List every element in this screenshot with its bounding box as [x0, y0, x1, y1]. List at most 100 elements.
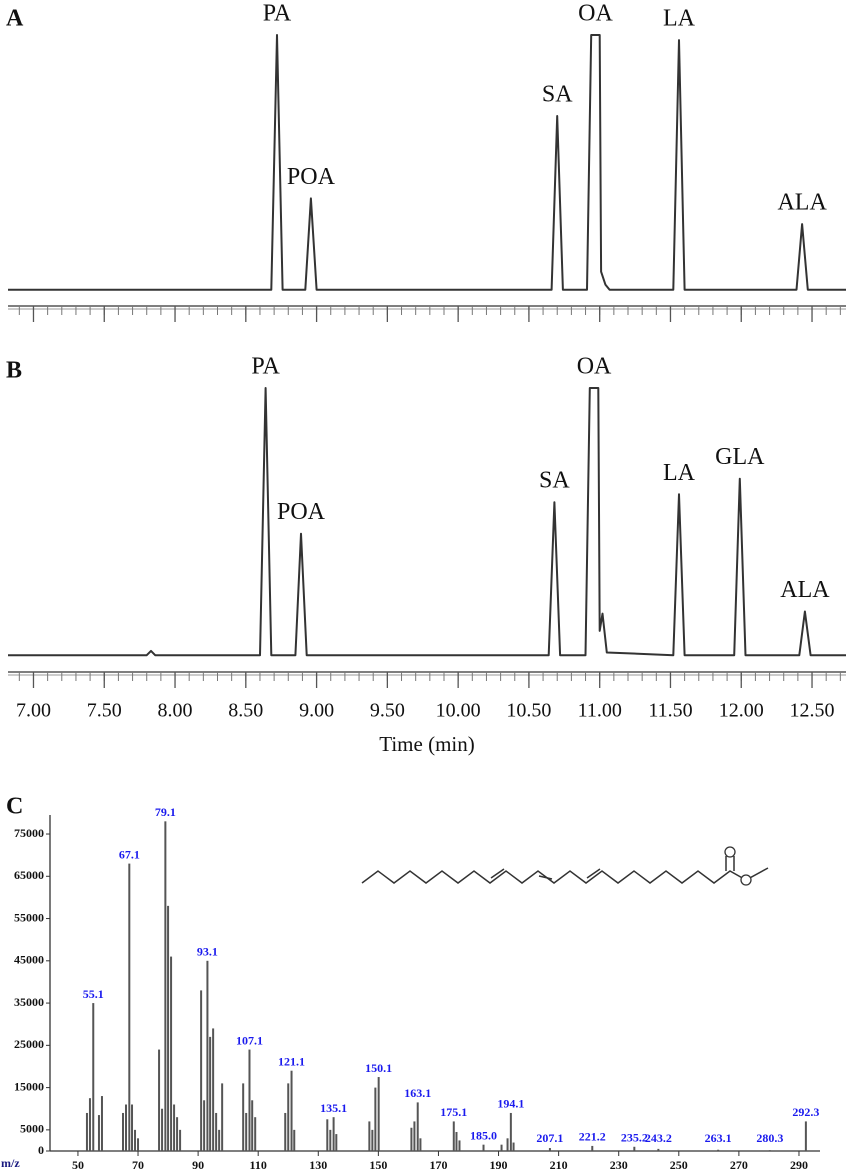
spectrum-peak [335, 1134, 338, 1151]
peak-label: ALA [777, 190, 827, 216]
peak-mz-label: 280.3 [756, 1131, 783, 1145]
y-tick-label: 0 [38, 1143, 44, 1157]
x-tick-label: 11.00 [578, 700, 622, 722]
spectrum-peak [251, 1100, 254, 1151]
peak-mz-label: 163.1 [404, 1086, 431, 1100]
peak-label: OA [577, 354, 612, 380]
peak-label: SA [542, 82, 573, 108]
spectrum-peak [416, 1102, 419, 1151]
x-tick-label: 7.50 [87, 700, 122, 722]
spectrum-peak [200, 990, 203, 1151]
peak-label: OA [578, 1, 613, 27]
y-tick-label: 55000 [14, 910, 44, 924]
x-tick-label: 9.00 [299, 700, 334, 722]
spectrum-peak [591, 1145, 594, 1151]
spectrum-peak [128, 863, 131, 1151]
peak-mz-label: 67.1 [119, 847, 140, 861]
peak-label: POA [287, 164, 336, 190]
spectrum-peak [88, 1098, 91, 1151]
x-tick-label: 8.50 [228, 700, 263, 722]
peak-mz-label: 121.1 [278, 1054, 305, 1068]
x-tick-label: 150 [369, 1158, 387, 1172]
peak-mz-label: 292.3 [792, 1105, 819, 1119]
spectrum-peak [287, 1083, 290, 1151]
spectrum-peak [293, 1129, 296, 1151]
spectrum-peak [137, 1138, 140, 1151]
spectrum-peak [326, 1119, 329, 1151]
spectrum-peak [203, 1100, 206, 1151]
x-tick-label: 8.00 [158, 700, 193, 722]
spectrum-peak [452, 1121, 455, 1151]
x-tick-label: 210 [550, 1158, 568, 1172]
peak-label: POA [277, 499, 326, 525]
x-tick-label: 7.00 [16, 700, 51, 722]
spectrum-peak [804, 1121, 807, 1151]
spectrum-peak [164, 821, 167, 1151]
y-tick-label: 45000 [14, 953, 44, 967]
spectrum-peak [221, 1083, 224, 1151]
spectrum-peak [500, 1144, 503, 1151]
spectrum-peak [176, 1117, 179, 1151]
peak-mz-label: 79.1 [155, 805, 176, 819]
peak-mz-label: 263.1 [705, 1131, 732, 1145]
peak-mz-label: 194.1 [497, 1097, 524, 1111]
x-tick-label: 9.50 [370, 700, 405, 722]
peak-label: LA [663, 460, 696, 486]
spectrum-peak [458, 1140, 461, 1151]
spectrum-peak [209, 1036, 212, 1151]
x-tick-label: 90 [192, 1158, 204, 1172]
spectrum-peak [212, 1028, 215, 1151]
chromatogram-trace [8, 387, 846, 657]
spectrum-peak [215, 1112, 218, 1151]
chromatogram-trace [8, 34, 846, 291]
spectrum-peak [167, 905, 170, 1151]
x-axis-title: m/z [1, 1156, 20, 1170]
spectrum-peak [248, 1049, 251, 1151]
x-tick-label: 130 [309, 1158, 327, 1172]
peak-label: LA [663, 6, 696, 32]
panel-letter: A [6, 6, 24, 32]
spectrum-peak [506, 1138, 509, 1151]
spectrum-peak [92, 1003, 95, 1151]
panel-letter: C [6, 794, 23, 820]
peak-mz-label: 55.1 [83, 987, 104, 1001]
x-tick-label: 230 [610, 1158, 628, 1172]
peak-mz-label: 150.1 [365, 1061, 392, 1075]
x-tick-label: 12.50 [790, 700, 835, 722]
peak-label: PA [263, 1, 292, 27]
spectrum-peak [512, 1142, 515, 1151]
spectrum-peak [173, 1104, 176, 1151]
spectrum-peak [633, 1146, 636, 1151]
spectrum-peak [170, 956, 173, 1151]
spectrum-peak [717, 1149, 720, 1151]
spectrum-peak [768, 1150, 771, 1151]
spectrum-peak [548, 1148, 551, 1151]
x-tick-label: 11.50 [648, 700, 692, 722]
spectrum-peak [206, 960, 209, 1151]
spectrum-peak [371, 1129, 374, 1151]
peak-mz-label: 135.1 [320, 1101, 347, 1115]
spectrum-peak [131, 1104, 134, 1151]
x-tick-label: 10.50 [506, 700, 551, 722]
panel-letter: B [6, 358, 22, 384]
y-tick-label: 35000 [14, 995, 44, 1009]
y-tick-label: 75000 [14, 826, 44, 840]
x-tick-label: 170 [429, 1158, 447, 1172]
peak-mz-label: 207.1 [536, 1131, 563, 1145]
spectrum-peak [245, 1112, 248, 1151]
spectrum-peak [657, 1148, 660, 1151]
x-tick-label: 270 [730, 1158, 748, 1172]
x-axis-title: Time (min) [379, 732, 474, 756]
spectrum-peak [218, 1129, 221, 1151]
peak-mz-label: 107.1 [236, 1033, 263, 1047]
x-tick-label: 50 [72, 1158, 84, 1172]
y-tick-label: 5000 [20, 1122, 44, 1136]
x-tick-label: 190 [490, 1158, 508, 1172]
y-tick-label: 15000 [14, 1079, 44, 1093]
spectrum-peak [413, 1121, 416, 1151]
spectrum-peak [158, 1049, 161, 1151]
spectrum-peak [419, 1138, 422, 1151]
peak-mz-label: 243.2 [645, 1131, 672, 1145]
spectrum-peak [97, 1115, 100, 1151]
